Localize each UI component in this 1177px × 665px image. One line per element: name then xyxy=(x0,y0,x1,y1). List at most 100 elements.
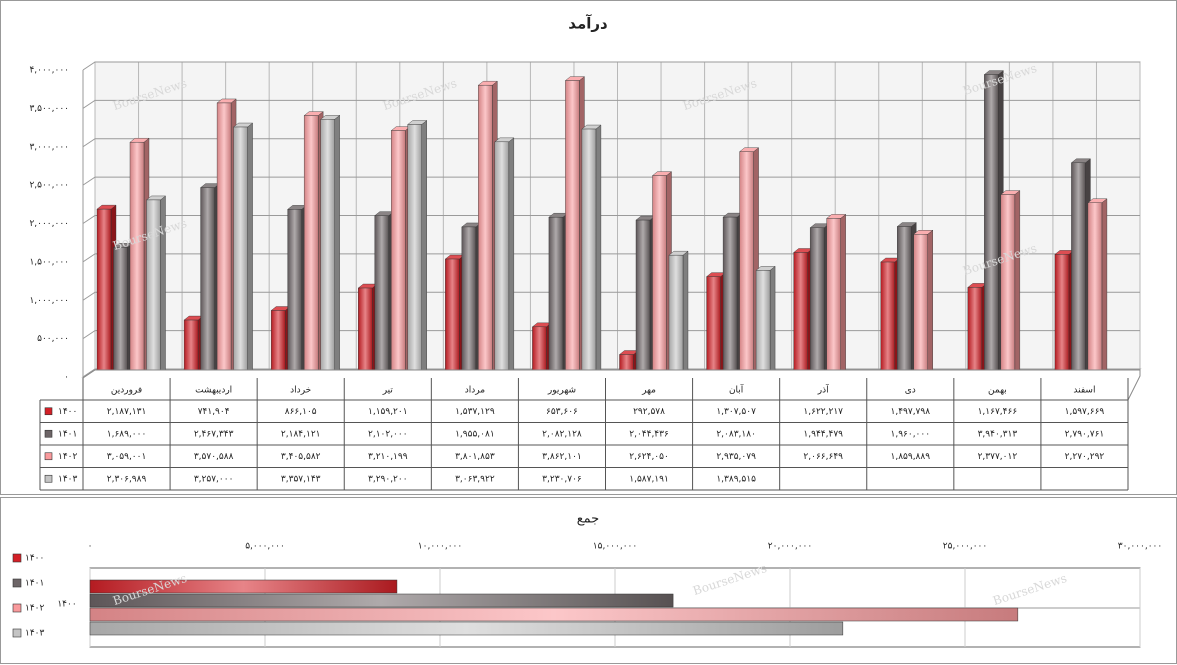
x-tick-label: اسفند xyxy=(1073,386,1095,396)
value-label: ۲,۲۷۰,۲۹۲ xyxy=(1065,452,1105,462)
value-label: ۱,۳۰۷,۵۰۷ xyxy=(716,407,756,417)
bar xyxy=(89,579,398,594)
value-label: ۲,۱۸۴,۱۲۱ xyxy=(281,429,321,439)
grid-line xyxy=(82,61,1140,71)
legend-swatch xyxy=(44,452,53,461)
legend-swatch xyxy=(44,474,53,483)
value-label: ۲,۰۸۲,۱۲۸ xyxy=(542,429,582,439)
value-label: ۲,۶۲۴,۰۵۰ xyxy=(629,452,669,462)
y-tick-label: ۱,۵۰۰,۰۰۰ xyxy=(29,257,69,267)
bar-side xyxy=(508,137,515,378)
legend-label: ۱۴۰۰ xyxy=(58,407,77,417)
x-tick-label: ۱۰,۰۰۰,۰۰۰ xyxy=(418,542,462,552)
bar xyxy=(494,141,510,378)
x-tick-label: آبان xyxy=(729,384,744,396)
bar-side xyxy=(769,265,776,378)
grid-line xyxy=(82,253,1140,263)
bar xyxy=(233,126,248,378)
table-header xyxy=(82,369,1141,401)
bar xyxy=(320,119,335,378)
value-label: ۳,۸۰۱,۸۵۳ xyxy=(455,452,495,462)
x-tick-label: شهریور xyxy=(547,386,576,396)
y-tick-label: ۲,۵۰۰,۰۰۰ xyxy=(29,181,69,191)
bar-side xyxy=(1014,190,1021,378)
bar xyxy=(826,218,841,378)
bar-side xyxy=(334,114,340,378)
bar-side xyxy=(840,213,846,378)
bar xyxy=(967,287,983,378)
bar xyxy=(89,621,844,636)
value-label: ۷۴۱,۹۰۴ xyxy=(198,407,230,417)
bar xyxy=(1071,162,1086,378)
value-label: ۲,۳۷۷,۰۱۲ xyxy=(978,452,1018,462)
grid-line xyxy=(82,176,1140,186)
y-tick-label: ۰ xyxy=(64,373,69,383)
bar xyxy=(548,216,564,378)
value-label: ۱,۶۲۲,۲۱۷ xyxy=(803,407,843,417)
bar xyxy=(739,151,754,378)
bar-side xyxy=(247,122,253,378)
value-label: ۱,۵۸۷,۱۹۱ xyxy=(629,474,669,484)
bar xyxy=(913,234,928,378)
bar xyxy=(391,130,406,378)
bar xyxy=(407,124,422,378)
bar xyxy=(1087,202,1103,378)
bar xyxy=(478,85,493,378)
value-label: ۱,۳۸۹,۵۱۵ xyxy=(716,474,756,484)
bar xyxy=(374,215,389,378)
bar xyxy=(1000,194,1016,378)
bar xyxy=(89,593,674,608)
bar xyxy=(461,226,477,378)
value-label: ۳,۸۶۲,۱۰۱ xyxy=(542,452,582,462)
chart-title: جمع xyxy=(577,512,599,527)
value-label: ۳,۹۴۰,۳۱۳ xyxy=(978,429,1018,439)
value-label: ۱,۵۳۷,۱۲۹ xyxy=(455,407,495,417)
bar xyxy=(635,219,651,378)
legend-label: ۱۴۰۰ xyxy=(25,554,44,564)
value-label: ۲,۰۸۳,۱۸۰ xyxy=(716,429,756,439)
x-tick-label: فروردین xyxy=(111,386,142,396)
bar xyxy=(809,227,825,378)
x-tick-label: ۰ xyxy=(88,542,93,552)
value-label: ۳,۳۵۷,۱۴۳ xyxy=(281,474,321,484)
bar xyxy=(581,128,597,378)
value-label: ۱,۶۸۹,۰۰۰ xyxy=(107,429,147,439)
legend-label: ۱۴۰۲ xyxy=(58,452,78,462)
value-label: ۱,۵۹۷,۶۶۹ xyxy=(1065,407,1105,417)
bar xyxy=(445,258,460,378)
legend-swatch xyxy=(12,578,22,588)
x-tick-label: مرداد xyxy=(465,386,485,396)
bar xyxy=(96,208,112,378)
value-label: ۲,۰۶۶,۶۴۹ xyxy=(803,452,843,462)
bar xyxy=(722,216,738,378)
bar xyxy=(113,247,128,378)
value-label: ۳,۲۳۰,۷۰۶ xyxy=(542,474,582,484)
value-label: ۳,۲۵۷,۰۰۰ xyxy=(194,474,234,484)
bar-side xyxy=(1101,198,1108,378)
bar-side xyxy=(595,124,602,378)
grid-line xyxy=(82,291,1140,301)
x-tick-label: ۲۵,۰۰۰,۰۰۰ xyxy=(943,542,987,552)
legend-label: ۱۴۰۱ xyxy=(58,429,77,439)
x-tick-label: ۵,۰۰۰,۰۰۰ xyxy=(245,542,285,552)
value-label: ۱,۱۶۷,۴۶۶ xyxy=(978,407,1018,417)
x-tick-label: بهمن xyxy=(988,386,1007,396)
bar xyxy=(755,270,771,378)
x-tick-label: ۱۵,۰۰۰,۰۰۰ xyxy=(593,542,637,552)
legend-swatch xyxy=(44,407,53,416)
value-label: ۳,۰۵۹,۰۰۱ xyxy=(107,452,147,462)
value-label: ۳,۲۱۰,۱۹۹ xyxy=(368,452,408,462)
y-tick-label: ۱,۰۰۰,۰۰۰ xyxy=(29,296,69,306)
bar xyxy=(129,142,145,378)
value-label: ۳,۰۶۳,۹۲۲ xyxy=(455,474,495,484)
value-label: ۶۵۳,۶۰۶ xyxy=(546,407,578,417)
value-label: ۲,۳۰۶,۹۸۹ xyxy=(107,474,147,484)
value-label: ۱,۸۵۹,۸۸۹ xyxy=(891,452,931,462)
x-tick-label: دی xyxy=(905,386,916,396)
value-label: ۳,۵۷۰,۵۸۸ xyxy=(194,452,234,462)
y-tick-label: ۳,۰۰۰,۰۰۰ xyxy=(29,142,69,152)
value-label: ۲,۱۸۷,۱۳۱ xyxy=(107,407,147,417)
bar xyxy=(358,287,373,378)
bar xyxy=(89,607,1019,622)
